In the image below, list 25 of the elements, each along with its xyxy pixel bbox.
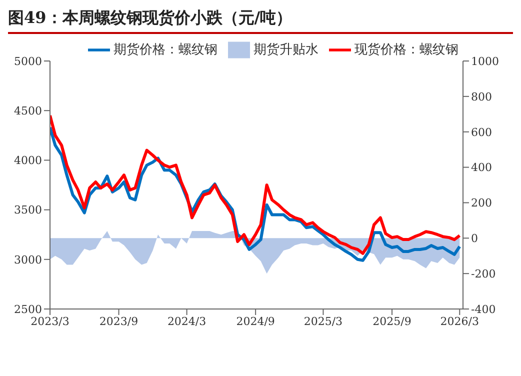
chart-title: 图49：本周螺纹钢现货价小跌（元/吨） xyxy=(8,8,513,34)
y2-tick-label: 400 xyxy=(471,161,492,174)
legend-label: 期货价格：螺纹钢 xyxy=(114,42,218,58)
x-tick-label: 2025/9 xyxy=(372,314,412,328)
x-tick-label: 2026/3 xyxy=(440,314,479,328)
x-tick-label: 2024/3 xyxy=(167,314,206,328)
y2-tick-label: 200 xyxy=(471,196,492,210)
x-tick-label: 2025/3 xyxy=(304,314,343,328)
y-tick-label: 4000 xyxy=(14,154,42,168)
y2-tick-label: -400 xyxy=(471,302,496,316)
x-tick-label: 2023/9 xyxy=(99,314,138,328)
y2-tick-label: 800 xyxy=(471,90,492,104)
y-tick-label: 4500 xyxy=(14,104,42,118)
y2-tick-label: 0 xyxy=(471,232,478,246)
y2-tick-label: 1000 xyxy=(471,54,499,68)
x-tick-label: 2023/3 xyxy=(30,314,70,328)
legend-label: 期货升贴水 xyxy=(254,42,318,58)
x-tick-label: 2024/9 xyxy=(236,314,275,328)
y-tick-label: 2500 xyxy=(14,302,42,316)
y2-tick-label: 600 xyxy=(471,126,492,139)
y-tick-label: 3500 xyxy=(14,204,42,217)
y2-tick-label: -200 xyxy=(471,267,496,280)
legend-label: 现货价格：螺纹钢 xyxy=(354,42,458,58)
y-tick-label: 5000 xyxy=(14,54,42,68)
y-tick-label: 3000 xyxy=(14,253,42,266)
